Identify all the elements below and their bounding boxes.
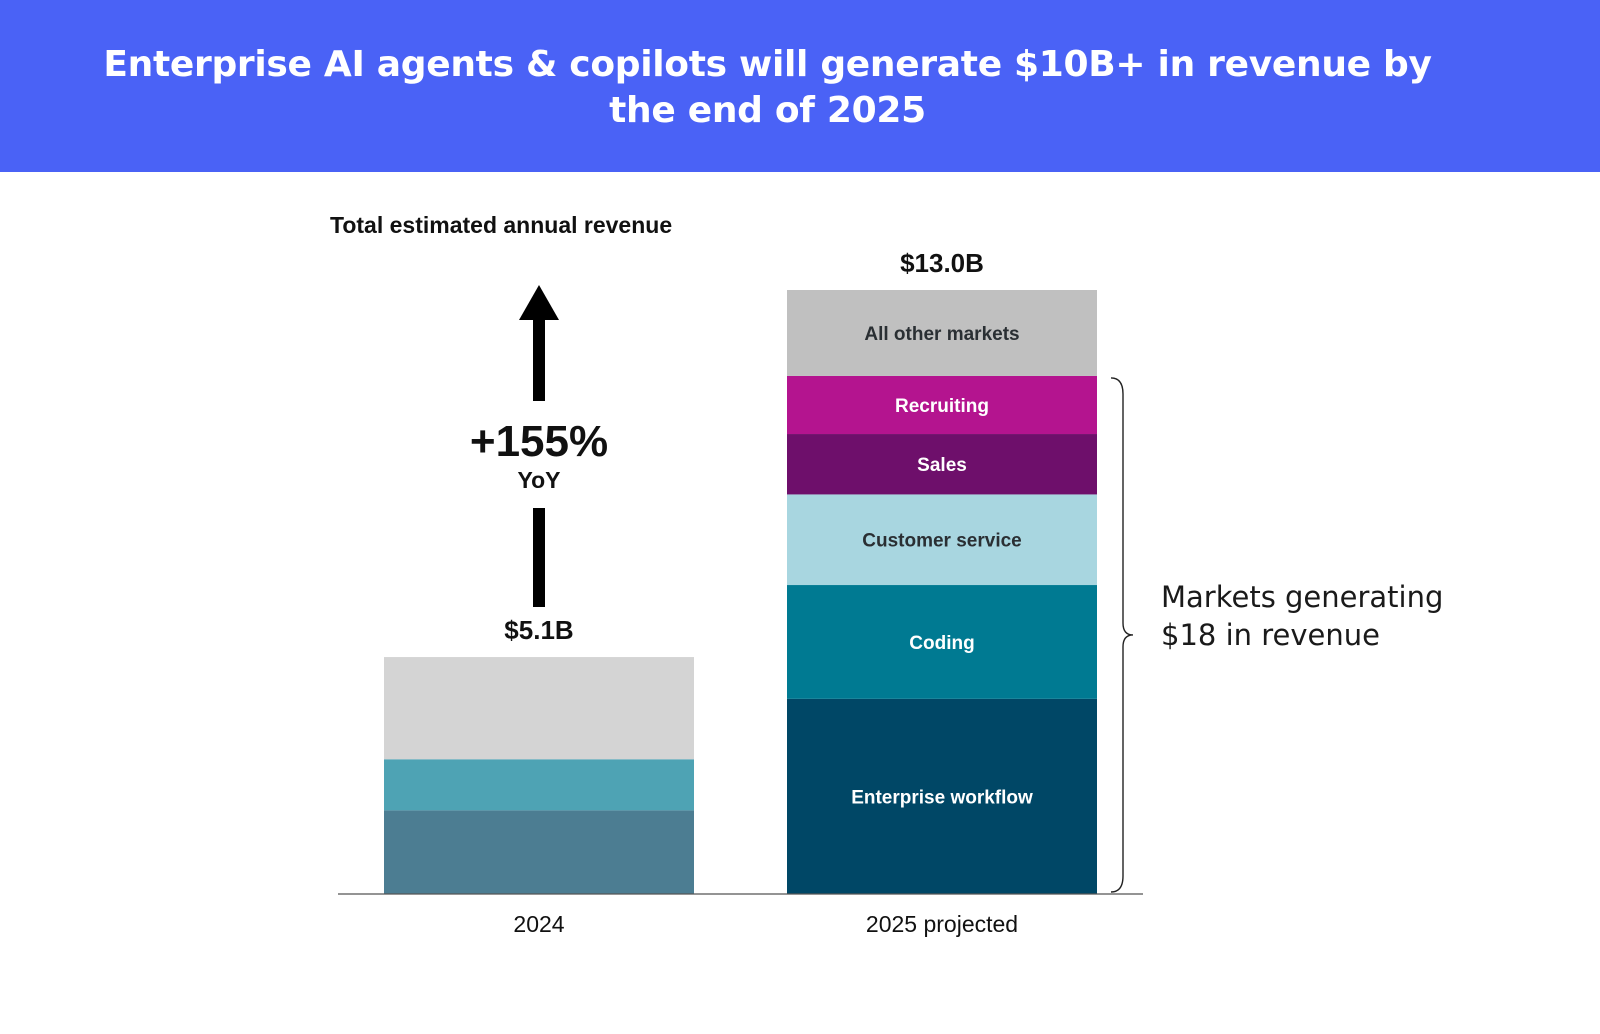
growth-arrow-head [519, 285, 559, 320]
growth-percent-label: +155% [470, 417, 608, 466]
bar-segment-1-0 [787, 698, 1097, 894]
bar-segment-0-0 [384, 810, 694, 894]
growth-arrow-lower-shaft [533, 508, 545, 607]
x-tick-label: 2025 projected [866, 911, 1018, 937]
chart-title: Enterprise AI agents & copilots will gen… [103, 44, 1432, 131]
segment-label: Enterprise workflow [851, 787, 1033, 808]
curly-bracket [1110, 377, 1134, 893]
bracket-annotation-label: Markets generating $18 in revenue [1161, 580, 1444, 652]
chart-subtitle: Total estimated annual revenue [330, 212, 673, 238]
segment-label: Recruiting [895, 396, 989, 417]
segment-label: Coding [909, 633, 974, 654]
x-tick-label: 2024 [513, 911, 564, 937]
bar-segment-1-4 [787, 375, 1097, 435]
growth-arrow-upper-shaft [533, 318, 545, 401]
bar-segment-0-1 [384, 759, 694, 811]
segment-label: Sales [917, 455, 967, 476]
bar-segment-1-2 [787, 494, 1097, 586]
growth-yoy-label: YoY [517, 467, 560, 493]
segment-label: Customer service [862, 531, 1021, 552]
bar-segment-1-1 [787, 585, 1097, 699]
header-banner: Enterprise AI agents & copilots will gen… [0, 0, 1600, 172]
bar-total-label: $5.1B [504, 615, 573, 645]
bar-total-label: $13.0B [900, 248, 984, 278]
segment-label: All other markets [864, 324, 1019, 345]
bar-segment-0-2 [384, 657, 694, 760]
bar-segment-1-3 [787, 434, 1097, 495]
bar-segment-1-5 [787, 290, 1097, 376]
